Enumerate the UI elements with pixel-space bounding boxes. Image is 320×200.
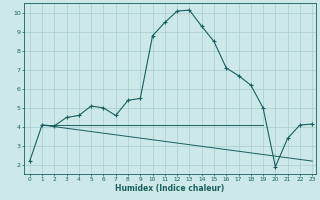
X-axis label: Humidex (Indice chaleur): Humidex (Indice chaleur): [115, 184, 224, 193]
